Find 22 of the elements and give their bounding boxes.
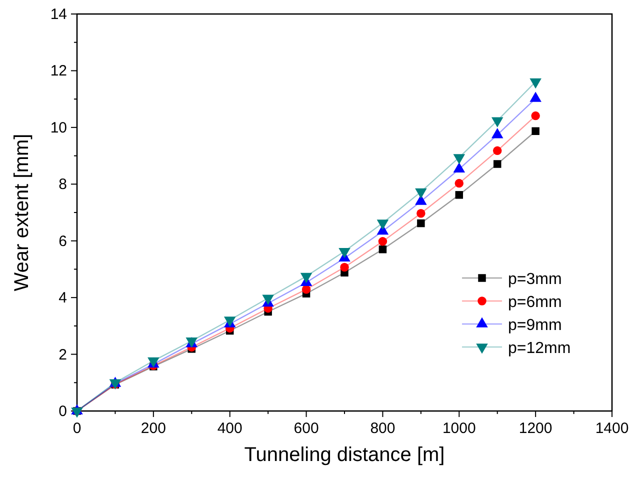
y-tick-label: 2 (58, 346, 67, 364)
x-tick-label: 800 (370, 420, 396, 437)
legend-label: p=9mm (508, 317, 562, 334)
y-tick-label: 10 (50, 119, 67, 136)
legend-label: p=6mm (508, 294, 562, 311)
y-tick-label: 0 (58, 403, 67, 420)
y-axis-title: Wear extent [mm] (11, 134, 33, 292)
x-tick-label: 1200 (518, 420, 552, 437)
legend-label: p=3mm (508, 271, 562, 288)
y-tick-label: 14 (50, 6, 67, 23)
legend-label: p=12mm (508, 340, 571, 357)
x-tick-label: 200 (140, 420, 166, 437)
y-tick-label: 8 (58, 176, 67, 194)
x-tick-label: 600 (294, 420, 319, 437)
x-tick-label: 400 (217, 420, 242, 437)
x-axis-title: Tunneling distance [m] (244, 444, 445, 466)
y-tick-label: 4 (58, 290, 67, 307)
y-tick-label: 12 (50, 62, 67, 80)
y-tick-label: 6 (58, 232, 67, 250)
x-tick-label: 1400 (595, 420, 629, 437)
x-tick-label: 0 (72, 420, 82, 437)
x-tick-label: 1000 (442, 420, 476, 437)
